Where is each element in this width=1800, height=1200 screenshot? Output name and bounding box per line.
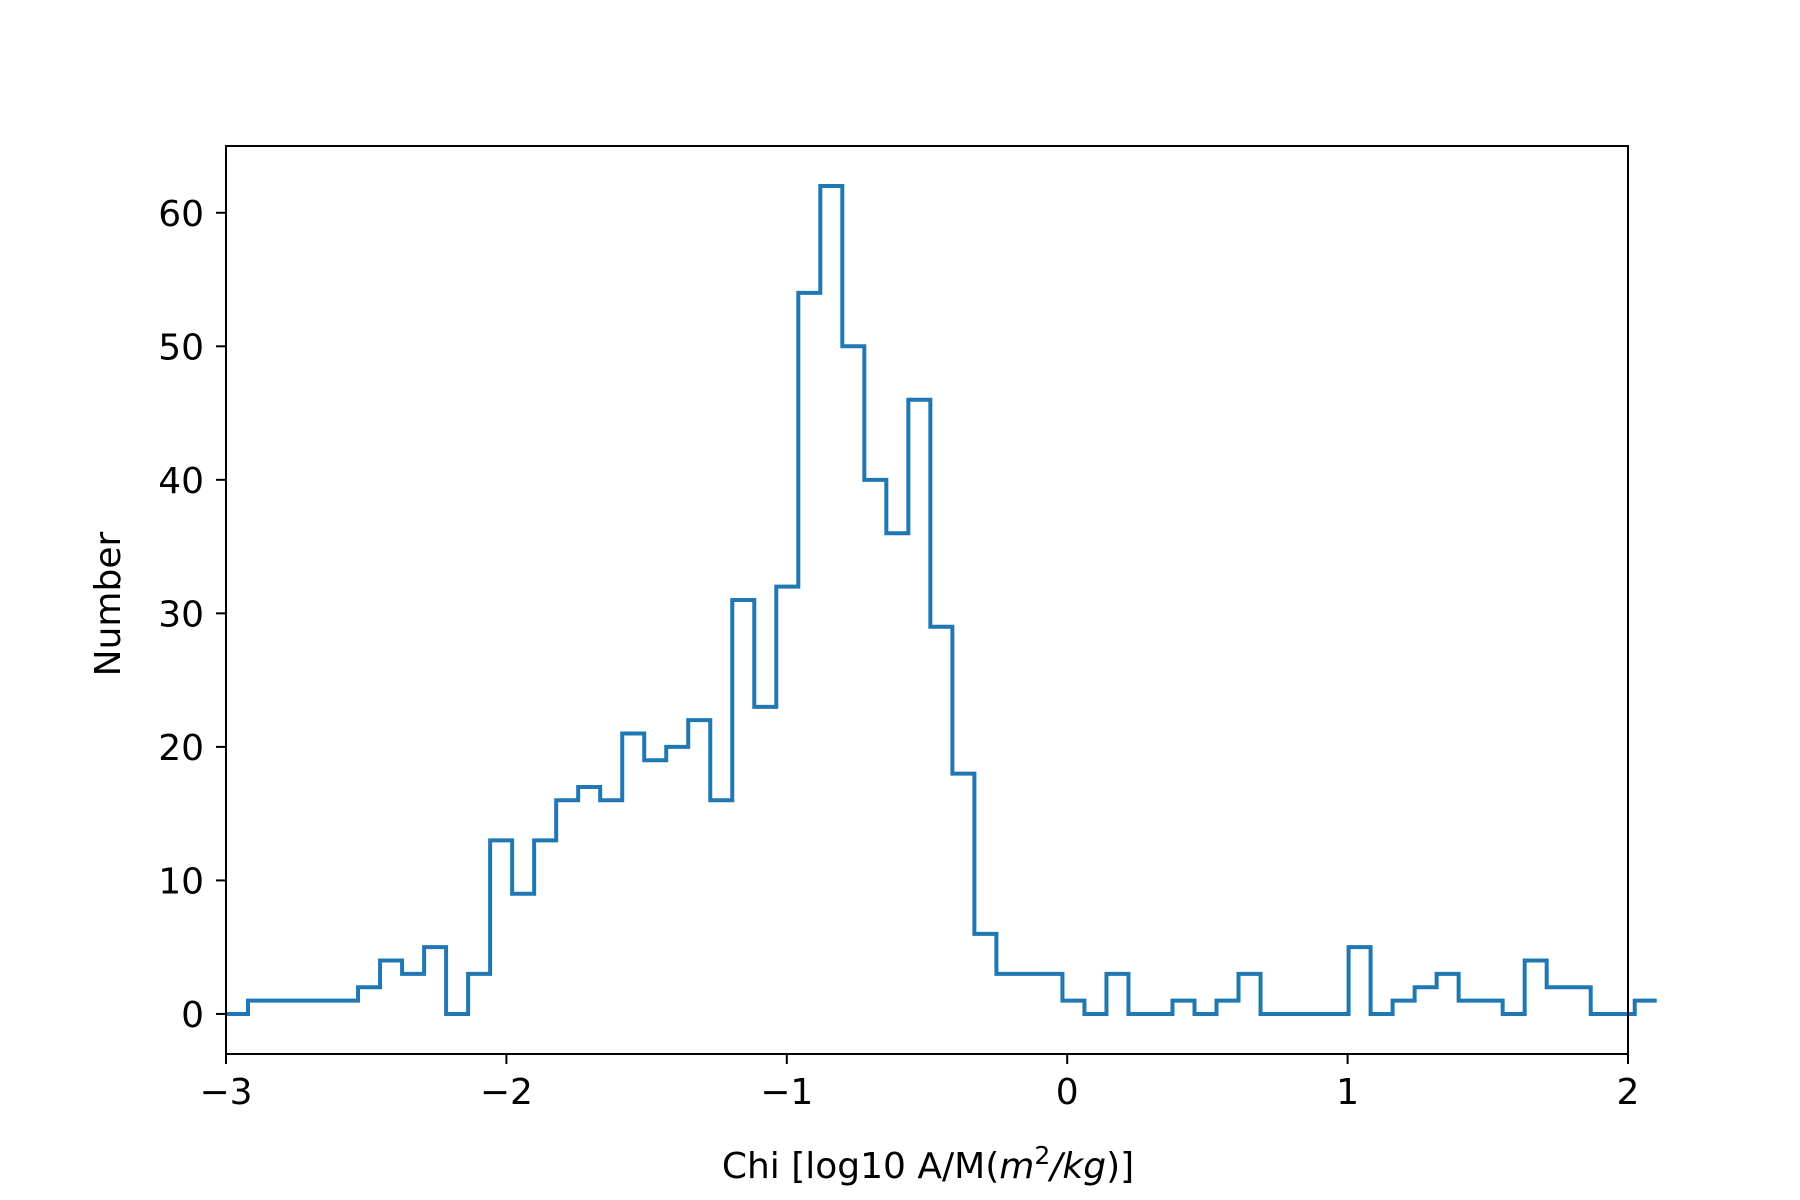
x-tick-label: −3 [199, 1072, 252, 1113]
x-tick-label: −1 [760, 1072, 813, 1113]
y-tick-label: 10 [158, 861, 204, 902]
y-tick-label: 50 [158, 327, 204, 368]
y-tick-label: 0 [181, 995, 204, 1036]
x-tick-label: 2 [1617, 1072, 1640, 1113]
y-tick-label: 20 [158, 728, 204, 769]
x-tick-label: −2 [480, 1072, 533, 1113]
histogram-step-line [226, 184, 1657, 1016]
y-tick-label: 30 [158, 594, 204, 635]
x-axis-ticks: −3 −2 −1 0 1 2 [199, 1054, 1639, 1113]
y-axis-ticks: 0 10 20 30 40 50 60 [158, 194, 226, 1036]
axes-frame [225, 145, 1629, 1055]
y-tick-label: 40 [158, 461, 204, 502]
x-axis-label: Chi [log10 A/M(m2/kg)] [722, 1141, 1134, 1187]
x-tick-label: 0 [1056, 1072, 1079, 1113]
x-tick-label: 1 [1336, 1072, 1359, 1113]
plot-area [225, 145, 1657, 1055]
y-axis-label: Number [88, 531, 129, 676]
y-tick-label: 60 [158, 194, 204, 235]
